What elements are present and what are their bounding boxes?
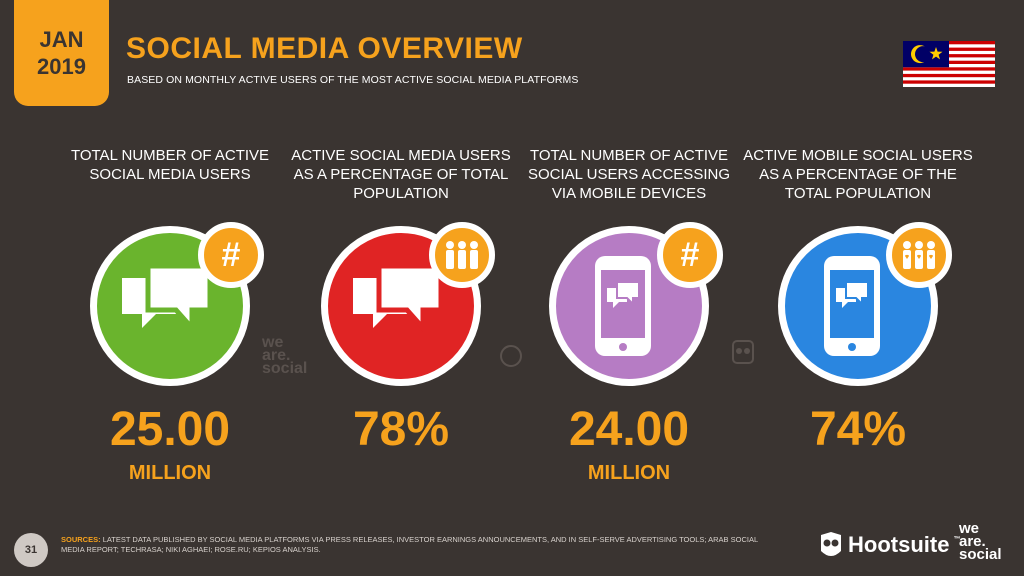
stat-value: 25.00 xyxy=(109,403,231,456)
mobile-chat-icon xyxy=(824,256,880,356)
hash-icon: # xyxy=(198,222,264,288)
page-title: SOCIAL MEDIA OVERVIEW xyxy=(126,32,523,65)
stat-total-social-users: TOTAL NUMBER OF ACTIVE SOCIAL MEDIA USER… xyxy=(55,146,285,485)
trademark: ™ xyxy=(953,536,961,543)
stat-value: 78% xyxy=(352,403,450,456)
watermark-we-are-social: we are. social xyxy=(262,334,308,377)
malaysia-flag-icon xyxy=(903,41,995,87)
sources-text: SOURCES: LATEST DATA PUBLISHED BY SOCIAL… xyxy=(61,535,781,555)
stat-mobile-social-percentage: ACTIVE MOBILE SOCIAL USERS AS A PERCENTA… xyxy=(743,146,973,462)
stat-unit: MILLION xyxy=(128,462,212,484)
page-subtitle: BASED ON MONTHLY ACTIVE USERS OF THE MOS… xyxy=(127,74,579,86)
people-heart-icon xyxy=(886,222,952,288)
stat-label: TOTAL NUMBER OF ACTIVE SOCIAL USERS ACCE… xyxy=(527,147,730,202)
mobile-chat-icon xyxy=(595,256,651,356)
sources-lead: SOURCES: xyxy=(61,535,101,544)
stat-label: ACTIVE MOBILE SOCIAL USERS AS A PERCENTA… xyxy=(743,147,973,202)
date-badge: JAN 2019 xyxy=(14,0,109,106)
lightbulb-icon xyxy=(500,345,522,367)
stat-social-users-percentage: ACTIVE SOCIAL MEDIA USERS AS A PERCENTAG… xyxy=(286,146,516,462)
stat-circle xyxy=(90,226,250,386)
hootsuite-logo: Hootsuite ™ xyxy=(818,528,960,562)
sources-body: LATEST DATA PUBLISHED BY SOCIAL MEDIA PL… xyxy=(61,535,758,554)
hootsuite-wordmark: Hootsuite xyxy=(848,532,950,557)
stat-label: ACTIVE SOCIAL MEDIA USERS AS A PERCENTAG… xyxy=(291,147,511,202)
stat-mobile-social-users: TOTAL NUMBER OF ACTIVE SOCIAL USERS ACCE… xyxy=(514,146,744,485)
date-year: 2019 xyxy=(37,54,86,79)
date-month: JAN xyxy=(39,27,84,52)
hash-icon: # xyxy=(657,222,723,288)
stat-value: 74% xyxy=(809,403,907,456)
page-number: 31 xyxy=(14,533,48,567)
people-icon xyxy=(429,222,495,288)
we-are-social-logo: we are. social xyxy=(959,520,1002,563)
hootsuite-owl-icon xyxy=(821,532,841,556)
stat-label: TOTAL NUMBER OF ACTIVE SOCIAL MEDIA USER… xyxy=(70,147,270,183)
stat-unit: MILLION xyxy=(587,462,671,484)
stat-value: 24.00 xyxy=(568,403,690,456)
owl-icon xyxy=(732,340,754,364)
